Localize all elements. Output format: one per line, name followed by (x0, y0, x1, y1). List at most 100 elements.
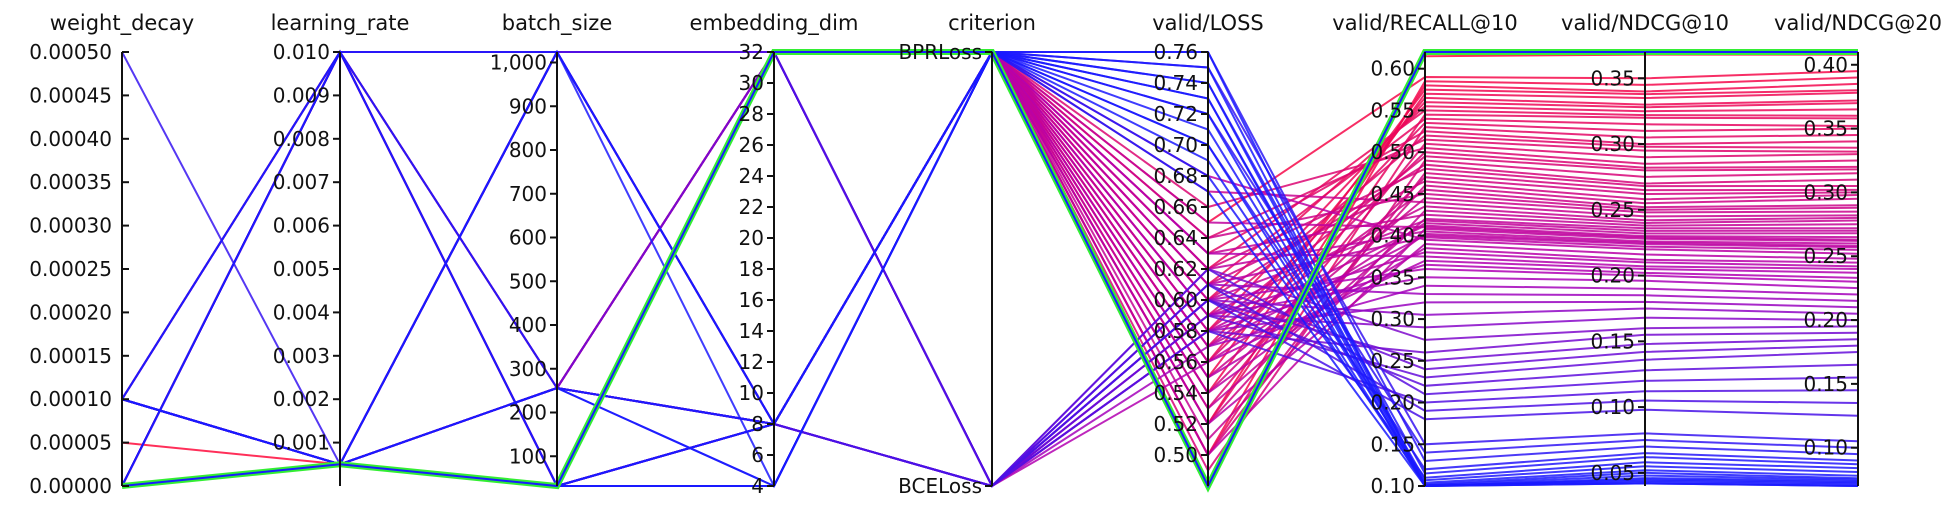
tick-label: 4 (751, 474, 764, 498)
tick-label: BCELoss (898, 474, 982, 498)
axis-title: learning_rate (271, 11, 410, 36)
axis-title: valid/NDCG@20 (1774, 11, 1942, 35)
tick-label: 22 (739, 195, 764, 219)
tick-label: 600 (509, 226, 547, 250)
tick-label: 0.008 (273, 127, 330, 151)
tick-label: 0.10 (1590, 395, 1635, 419)
tick-label: 0.25 (1370, 349, 1415, 373)
tick-label: 0.15 (1803, 372, 1848, 396)
tick-label: 0.010 (273, 40, 330, 64)
axes-layer: weight_decay 0.00000 0.00005 0.00010 0.00015… (29, 11, 1942, 498)
tick-label: 0.45 (1370, 182, 1415, 206)
tick-label: 0.20 (1590, 264, 1635, 288)
tick-label: 6 (751, 443, 764, 467)
axis-title: embedding_dim (690, 11, 859, 36)
tick-label: 0.30 (1370, 307, 1415, 331)
tick-label: 0.10 (1803, 436, 1848, 460)
axis-title: weight_decay (50, 11, 194, 36)
tick-label: 0.72 (1153, 102, 1198, 126)
axis-title: valid/RECALL@10 (1332, 11, 1517, 35)
tick-label: 0.68 (1153, 164, 1198, 188)
tick-label: 0.54 (1153, 381, 1198, 405)
tick-label: 0.15 (1370, 432, 1415, 456)
tick-label: 0.006 (273, 214, 330, 238)
tick-label: 0.00010 (29, 387, 112, 411)
axis-valid_ndcg20[interactable]: valid/NDCG@20 0.10 0.15 0.20 0.25 0.30 0.35 0.4… (1774, 11, 1942, 486)
tick-label: 0.20 (1370, 391, 1415, 415)
tick-label: 8 (751, 412, 764, 436)
tick-label: 300 (509, 357, 547, 381)
tick-label: 0.00000 (29, 474, 112, 498)
tick-label: 0.004 (273, 300, 330, 324)
tick-label: 0.35 (1370, 265, 1415, 289)
axis-title: batch_size (502, 11, 613, 36)
tick-label: 0.62 (1153, 257, 1198, 281)
tick-label: 0.40 (1370, 224, 1415, 248)
tick-label: 0.60 (1370, 57, 1415, 81)
axis-valid_loss[interactable]: valid/LOSS 0.50 0.52 0.54 0.56 0.58 0.60 0.62 0.… (1152, 11, 1264, 486)
tick-label: 16 (739, 288, 764, 312)
tick-label: 0.05 (1590, 461, 1635, 485)
tick-label: 0.70 (1153, 133, 1198, 157)
tick-label: BPRLoss (898, 40, 982, 64)
tick-label: 100 (509, 444, 547, 468)
tick-label: 0.15 (1590, 329, 1635, 353)
tick-label: 0.003 (273, 344, 330, 368)
axis-criterion[interactable]: criterion BCELoss BPRLoss (898, 11, 1036, 498)
tick-label: 0.20 (1803, 308, 1848, 332)
axis-title: valid/NDCG@10 (1561, 11, 1729, 35)
tick-label: 0.00045 (29, 83, 112, 107)
axis-learning_rate[interactable]: learning_rate 0.001 0.002 0.003 0.004 0.005 0.… (271, 11, 410, 486)
tick-label: 0.35 (1803, 117, 1848, 141)
tick-label: 0.40 (1803, 53, 1848, 77)
tick-label: 0.55 (1370, 98, 1415, 122)
tick-label: 0.50 (1153, 443, 1198, 467)
tick-label: 0.00020 (29, 300, 112, 324)
tick-label: 0.30 (1803, 180, 1848, 204)
axis-title: criterion (948, 11, 1036, 35)
axis-embedding_dim[interactable]: embedding_dim 4 6 8 10 12 14 16 18 20 22 24 26 28 30 32 (690, 11, 859, 498)
tick-label: 0.007 (273, 170, 330, 194)
tick-label: 0.25 (1803, 244, 1848, 268)
tick-label: 24 (739, 164, 764, 188)
tick-label: 14 (739, 319, 764, 343)
tick-label: 1,000 (490, 51, 547, 75)
axis-weight_decay[interactable]: weight_decay 0.00000 0.00005 0.00010 0.00015… (29, 11, 194, 498)
tick-label: 30 (739, 71, 764, 95)
tick-label: 0.76 (1153, 40, 1198, 64)
tick-label: 0.009 (273, 83, 330, 107)
tick-label: 0.00030 (29, 214, 112, 238)
tick-label: 0.00035 (29, 170, 112, 194)
tick-label: 900 (509, 94, 547, 118)
tick-label: 800 (509, 138, 547, 162)
tick-label: 12 (739, 350, 764, 374)
tick-label: 400 (509, 313, 547, 337)
tick-label: 0.30 (1590, 132, 1635, 156)
tick-label: 0.56 (1153, 350, 1198, 374)
axis-title: valid/LOSS (1152, 11, 1264, 35)
axis-valid_recall10[interactable]: valid/RECALL@10 0.10 0.15 0.20 0.25 0.30 0.35 0… (1332, 11, 1517, 498)
tick-label: 0.00005 (29, 431, 112, 455)
tick-label: 0.58 (1153, 319, 1198, 343)
tick-label: 0.10 (1370, 474, 1415, 498)
tick-label: 0.00040 (29, 127, 112, 151)
axis-batch_size[interactable]: batch_size 100 200 300 400 500 600 700 800 900 1,0… (490, 11, 613, 486)
tick-label: 0.52 (1153, 412, 1198, 436)
tick-label: 32 (739, 40, 764, 64)
tick-label: 0.64 (1153, 226, 1198, 250)
tick-label: 0.35 (1590, 66, 1635, 90)
tick-label: 0.00025 (29, 257, 112, 281)
tick-label: 0.002 (273, 387, 330, 411)
tick-label: 26 (739, 133, 764, 157)
tick-label: 0.50 (1370, 140, 1415, 164)
tick-label: 10 (739, 381, 764, 405)
tick-label: 20 (739, 226, 764, 250)
tick-label: 0.00050 (29, 40, 112, 64)
tick-label: 0.74 (1153, 71, 1198, 95)
tick-label: 0.001 (273, 431, 330, 455)
tick-label: 700 (509, 182, 547, 206)
tick-label: 18 (739, 257, 764, 281)
axis-valid_ndcg10[interactable]: valid/NDCG@10 0.05 0.10 0.15 0.20 0.25 0.30 0.3… (1561, 11, 1729, 486)
